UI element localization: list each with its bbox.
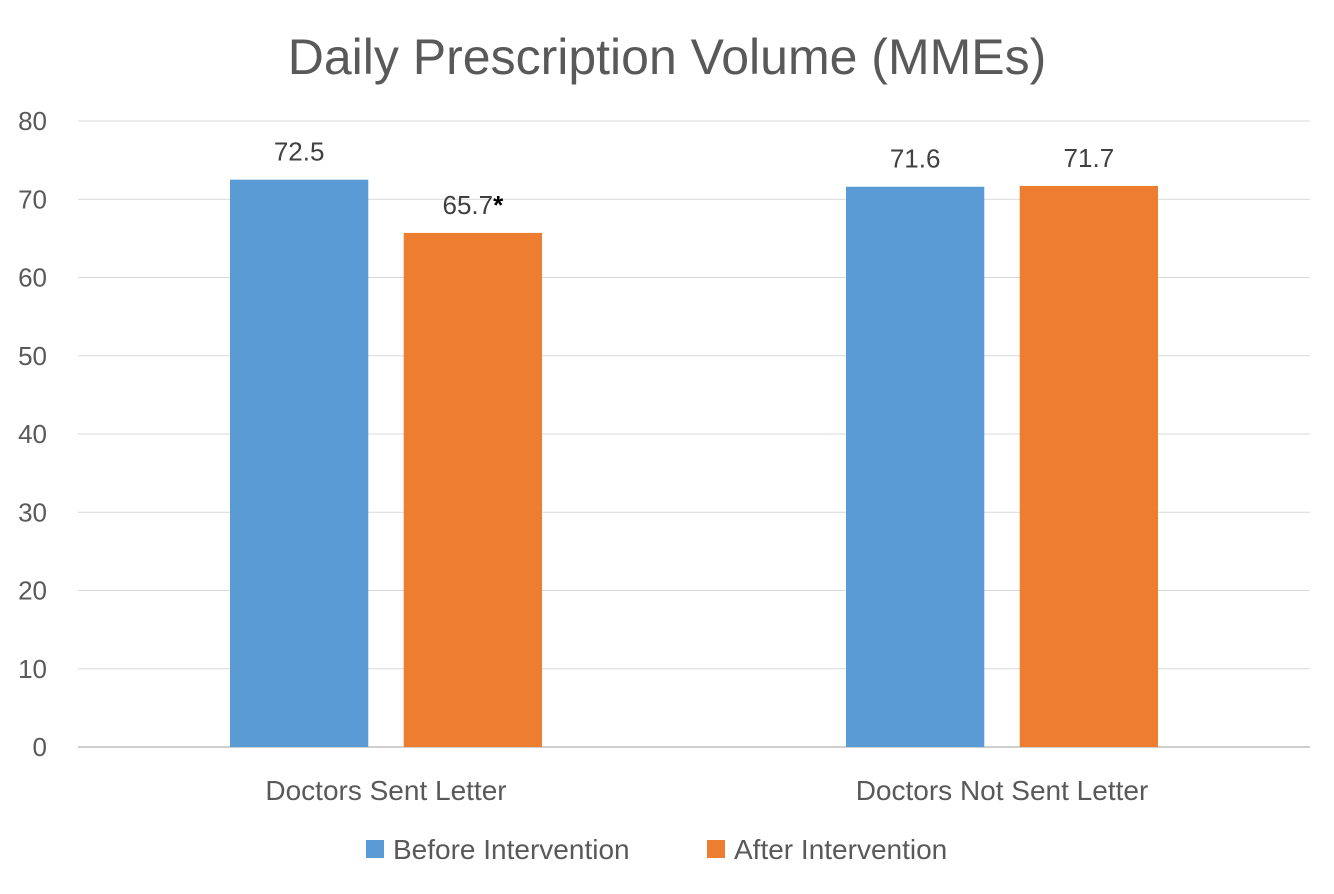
y-tick-label: 50 <box>18 341 47 371</box>
y-tick-label: 60 <box>18 263 47 293</box>
data-label: 71.6 <box>890 144 941 174</box>
bar-after-2 <box>1019 185 1159 747</box>
data-label: 72.5 <box>274 137 325 167</box>
x-tick-label: Doctors Not Sent Letter <box>856 775 1149 806</box>
legend: Before Intervention After Intervention <box>366 834 947 865</box>
x-axis-ticks: Doctors Sent Letter Doctors Not Sent Lett… <box>265 775 1148 806</box>
y-axis-ticks: 0 10 20 30 40 50 60 70 80 <box>18 106 47 762</box>
data-label-value: 72.5 <box>274 137 325 167</box>
y-tick-label: 0 <box>33 732 47 762</box>
data-label-value: 71.7 <box>1064 143 1115 173</box>
legend-swatch-after <box>707 840 725 858</box>
bars <box>229 179 1159 748</box>
x-tick-label: Doctors Sent Letter <box>265 775 506 806</box>
y-tick-label: 70 <box>18 184 47 214</box>
chart-title: Daily Prescription Volume (MMEs) <box>288 29 1047 85</box>
legend-label-before: Before Intervention <box>393 834 630 865</box>
legend-label-after: After Intervention <box>734 834 947 865</box>
y-tick-label: 40 <box>18 419 47 449</box>
data-label-value: 65.7 <box>442 190 493 220</box>
bar-before-2 <box>845 186 985 748</box>
data-labels: 72.5 65.7* 71.6 71.7 <box>274 137 1114 220</box>
data-label-value: 71.6 <box>890 144 941 174</box>
y-tick-label: 80 <box>18 106 47 136</box>
y-tick-label: 10 <box>18 654 47 684</box>
data-label: 65.7* <box>442 190 504 220</box>
data-label: 71.7 <box>1064 143 1115 173</box>
bar-after-1 <box>403 232 543 747</box>
y-tick-label: 20 <box>18 576 47 606</box>
legend-swatch-before <box>366 840 384 858</box>
significance-marker: * <box>493 190 504 220</box>
y-tick-label: 30 <box>18 497 47 527</box>
bar-before-1 <box>229 179 369 747</box>
